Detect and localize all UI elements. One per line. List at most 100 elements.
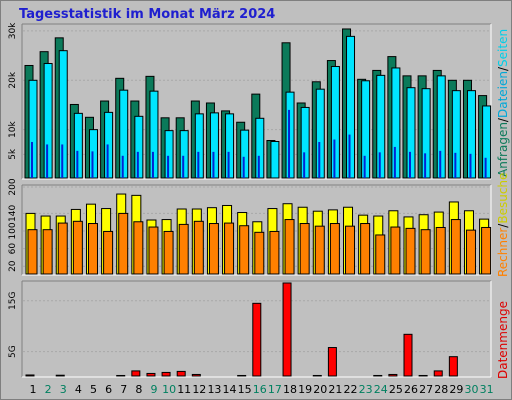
- seiten-bar: [333, 139, 336, 178]
- dateien-bar: [58, 50, 68, 179]
- seiten-bar: [167, 155, 170, 178]
- y-tick-label: 200: [8, 178, 18, 195]
- legend-top-part: Anfragen: [496, 122, 510, 177]
- datenmenge-bar: [55, 374, 65, 377]
- x-tick-label: 31: [480, 383, 494, 396]
- legend-bottom: Datenmenge: [496, 301, 510, 379]
- seiten-bar: [61, 144, 64, 178]
- datenmenge-bar: [448, 356, 458, 377]
- x-tick-label: 15: [238, 383, 252, 396]
- x-tick-label: 10: [162, 383, 176, 396]
- rechner-bar: [118, 212, 129, 275]
- y-tick-label: 10k: [8, 121, 18, 138]
- x-tick-label: 14: [223, 383, 237, 396]
- seiten-bar: [454, 152, 457, 178]
- rechner-bar: [269, 230, 280, 275]
- x-tick-label: 11: [177, 383, 191, 396]
- y-tick-label: 60: [8, 243, 18, 255]
- seiten-bar: [303, 152, 306, 178]
- chart-title: Tagesstatistik im Monat März 2024: [19, 7, 276, 22]
- datenmenge-bar: [146, 372, 156, 377]
- rechner-bar: [465, 229, 476, 275]
- legend-top: Anfragen/Dateien/Seiten: [496, 29, 510, 177]
- seiten-bar: [378, 152, 381, 178]
- x-tick-label: 18: [283, 383, 297, 396]
- legend-top-part: /: [496, 66, 510, 71]
- rechner-bar: [420, 229, 431, 275]
- x-tick-label: 25: [389, 383, 403, 396]
- rechner-bar: [148, 226, 159, 275]
- legend-middle-part: Rechner: [496, 228, 510, 277]
- datenmenge-bar: [327, 347, 337, 377]
- x-tick-label: 7: [120, 383, 127, 396]
- rechner-bar: [360, 223, 371, 275]
- legend-top-part: Dateien: [496, 71, 510, 118]
- rechner-bar: [390, 226, 401, 275]
- legend-middle: Rechner/Besuche: [496, 173, 510, 277]
- x-tick-label: 24: [374, 383, 388, 396]
- rechner-bar: [375, 234, 386, 275]
- x-tick-label: 8: [135, 383, 142, 396]
- seiten-bar: [288, 109, 291, 178]
- datenmenge-bar: [25, 374, 35, 377]
- x-tick-label: 26: [404, 383, 418, 396]
- rechner-bar: [435, 226, 446, 275]
- rechner-bar: [481, 226, 492, 275]
- y-tick-label: 20: [8, 260, 18, 272]
- rechner-bar: [314, 225, 325, 275]
- seiten-bar: [484, 157, 487, 178]
- seiten-bar: [106, 144, 109, 178]
- rechner-bar: [239, 225, 250, 275]
- seiten-bar: [363, 155, 366, 178]
- seiten-bar: [136, 151, 139, 178]
- datenmenge-bar: [418, 374, 428, 377]
- seiten-bar: [409, 151, 411, 178]
- seiten-bar: [151, 151, 154, 178]
- datenmenge-bar: [176, 370, 186, 377]
- rechner-bar: [57, 222, 68, 275]
- x-tick-label: 12: [192, 383, 206, 396]
- rechner-bar: [345, 225, 356, 275]
- x-tick-label: 22: [344, 383, 358, 396]
- seiten-bar: [257, 155, 260, 178]
- seiten-bar: [182, 155, 185, 178]
- seiten-bar: [121, 155, 124, 178]
- y-tick-label: 15G: [8, 292, 18, 310]
- x-tick-label: 13: [207, 383, 221, 396]
- legend-middle-part: Besuche: [496, 173, 510, 224]
- legend-bottom-part: Datenmenge: [496, 301, 510, 379]
- rechner-bar: [27, 229, 38, 275]
- legend-top-part: /: [496, 117, 510, 122]
- datenmenge-bar: [237, 374, 247, 377]
- legend-top-part: Seiten: [496, 29, 510, 67]
- seiten-bar: [227, 151, 230, 178]
- rechner-bar: [133, 221, 144, 275]
- datenmenge-bar: [373, 374, 383, 377]
- x-tick-label: 3: [60, 383, 67, 396]
- x-tick-label: 23: [359, 383, 373, 396]
- x-tick-label: 21: [328, 383, 342, 396]
- x-tick-label: 29: [449, 383, 463, 396]
- x-tick-label: 17: [268, 383, 282, 396]
- seiten-bar: [439, 150, 442, 178]
- seiten-bar: [469, 153, 472, 178]
- y-tick-label: 5G: [8, 345, 18, 358]
- seiten-bar: [393, 146, 396, 178]
- rechner-bar: [72, 220, 83, 275]
- datenmenge-bar: [191, 373, 201, 377]
- y-tick-label: 100: [8, 222, 18, 239]
- rechner-bar: [178, 223, 189, 275]
- rechner-bar: [450, 219, 461, 275]
- x-tick-label: 1: [30, 383, 37, 396]
- y-tick-label: 30k: [8, 22, 18, 39]
- x-tick-label: 4: [75, 383, 82, 396]
- x-tick-label: 9: [150, 383, 157, 396]
- x-tick-label: 30: [464, 383, 478, 396]
- datenmenge-bar: [116, 374, 126, 377]
- seiten-bar: [348, 134, 351, 178]
- y-tick-label: 5k: [8, 148, 18, 160]
- rechner-bar: [87, 223, 98, 275]
- seiten-bar: [212, 151, 215, 178]
- datenmenge-bar: [388, 373, 398, 377]
